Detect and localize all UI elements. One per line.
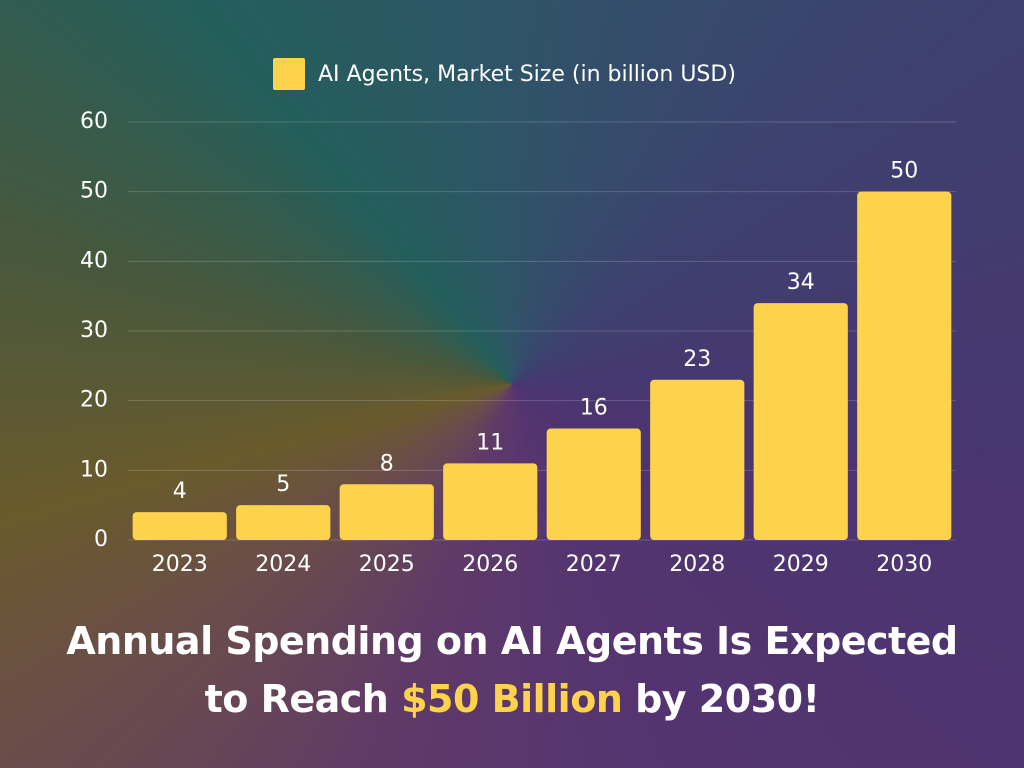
- x-tick-label: 2026: [462, 552, 518, 577]
- data-label: 4: [173, 479, 187, 504]
- y-tick-label: 30: [80, 318, 108, 343]
- bar: [443, 463, 538, 540]
- bar: [339, 484, 434, 540]
- y-tick-label: 60: [80, 109, 108, 134]
- legend-swatch: [273, 58, 305, 90]
- title-text: to Reach: [204, 677, 389, 721]
- chart-title: Annual Spending on AI Agents Is Expected…: [0, 612, 1024, 728]
- bar: [546, 428, 641, 540]
- x-tick-label: 2027: [566, 552, 622, 577]
- legend-label: AI Agents, Market Size (in billion USD): [318, 62, 736, 87]
- data-label: 5: [276, 472, 290, 497]
- title-line: Annual Spending on AI Agents Is Expected: [0, 612, 1024, 670]
- x-tick-label: 2028: [669, 552, 725, 577]
- data-label: 8: [380, 451, 394, 476]
- title-text: Annual Spending on AI Agents Is Expected: [66, 619, 958, 663]
- y-tick-label: 20: [80, 388, 108, 413]
- bar: [857, 191, 952, 540]
- data-label: 11: [476, 430, 504, 455]
- bar: [236, 505, 331, 540]
- bar: [753, 303, 848, 540]
- x-tick-label: 2024: [255, 552, 311, 577]
- title-line: to Reach $50 Billion by 2030!: [0, 670, 1024, 728]
- data-label: 16: [580, 396, 608, 421]
- y-tick-label: 50: [80, 179, 108, 204]
- y-tick-label: 40: [80, 248, 108, 273]
- y-tick-label: 0: [94, 527, 108, 552]
- bar: [132, 512, 227, 540]
- x-tick-label: 2025: [359, 552, 415, 577]
- title-highlight: $50 Billion: [401, 677, 623, 721]
- data-label: 23: [683, 347, 711, 372]
- x-tick-label: 2030: [876, 552, 932, 577]
- data-label: 34: [787, 270, 815, 295]
- x-tick-label: 2023: [152, 552, 208, 577]
- x-tick-label: 2029: [773, 552, 829, 577]
- bar: [650, 379, 745, 540]
- title-text: by 2030!: [635, 677, 820, 721]
- y-tick-label: 10: [80, 457, 108, 482]
- data-label: 50: [890, 159, 918, 184]
